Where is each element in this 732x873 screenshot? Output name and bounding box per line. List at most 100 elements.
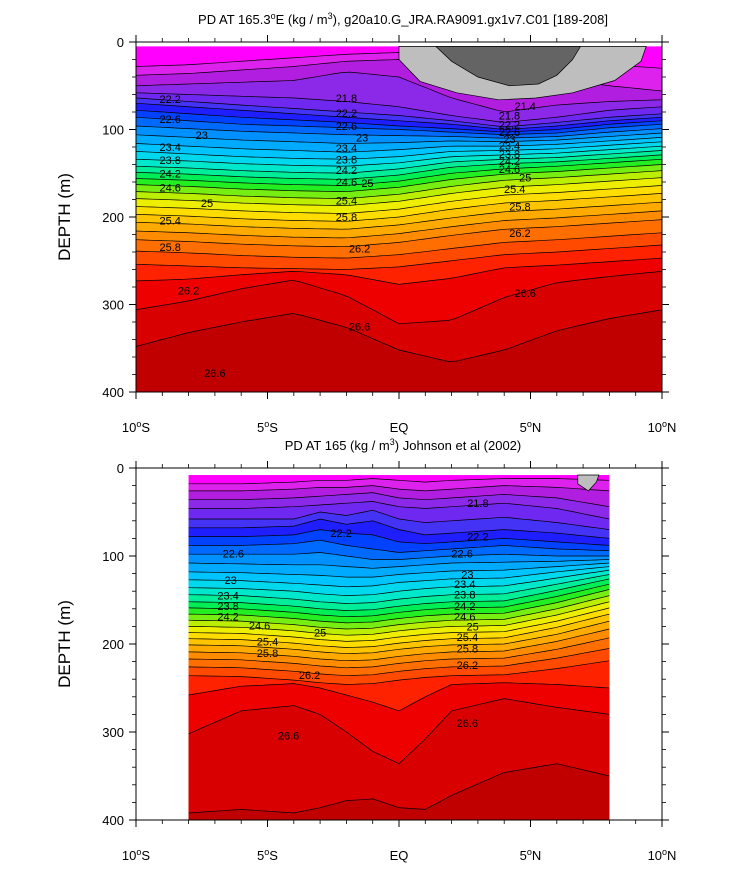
isopycnal-21.8 [136,92,662,123]
isopycnal-21.2 [188,478,610,485]
density-band-26.8 [188,763,610,820]
contour-label: 24.6 [499,164,520,176]
x-tick-label: 10oS [122,847,150,863]
isopycnal-23.8 [136,150,662,174]
isopycnal-23.6 [188,569,610,596]
isopycnal-23.2 [188,562,610,578]
panel-model: 22.222.62323.423.824.224.62525.425.826.2… [55,11,676,435]
isopycnal-25.8 [188,637,610,669]
contour-label: 21.8 [467,498,488,510]
isopycnal-22.6 [136,116,662,136]
isopycnal-26.8 [136,309,662,362]
isopycnal-23 [188,559,610,569]
contour-label: 23 [503,134,515,146]
x-tick-label: 5oS [257,847,278,863]
contour-label: 22.6 [336,121,357,133]
isopycnal-24 [136,154,662,180]
isopycnal-23.6 [136,145,662,167]
contour-label: 26.2 [349,244,370,256]
contour-label: 22.6 [159,114,180,126]
x-tick-label: 5oS [257,419,278,435]
contour-label: 24.2 [217,612,238,624]
isopycnal-22.8 [188,552,610,560]
contour-label: 24.6 [454,612,475,624]
x-tick-label: EQ [390,420,409,435]
isopycnal-21.8 [188,501,610,520]
chart-title: PD AT 165.3oE (kg / m3), g20a10.G_JRA.RA… [198,11,608,27]
contour-label: 21.8 [336,93,357,105]
contour-label: 26.2 [509,228,530,240]
isopycnal-24.2 [188,583,610,618]
contour-label: 25 [467,621,479,633]
y-tick-label: 300 [102,298,124,313]
contour-label: 26.2 [299,670,320,682]
contour-label: 23.8 [336,154,357,166]
x-tick-label: 5oN [520,419,542,435]
isopycnal-26.4 [188,682,610,712]
x-tick-label: 5oN [520,847,542,863]
y-tick-label: 0 [117,461,124,476]
y-tick-label: 200 [102,637,124,652]
contour-label: 26.6 [457,718,478,730]
y-axis-label: DEPTH (m) [55,173,74,261]
isopycnal-25.6 [188,628,610,662]
contour-label: 25.4 [504,184,525,196]
y-tick-label: 0 [117,35,124,50]
isopycnal-25.4 [136,201,662,230]
contour-label: 22.2 [467,532,488,544]
contour-label: 24.6 [336,177,357,189]
isopycnal-25 [188,607,610,642]
isopycnal-24.4 [188,589,610,624]
contour-label: 25.8 [509,202,530,214]
isopycnal-22.4 [136,109,662,133]
isopycnal-22.2 [136,102,662,130]
isopycnal-26.8 [188,763,610,814]
contour-label: 23.4 [159,142,180,154]
y-axis-label: DEPTH (m) [55,600,74,688]
contour-label: 26.6 [278,731,299,743]
contour-label: 22.6 [451,548,472,560]
contour-label: 23.4 [499,140,520,152]
contour-label: 23.8 [499,149,520,161]
contour-label: 23.4 [217,591,238,603]
density-field: 21.822.2 22.222.6 22.623 2323.423.423.823.8… [188,474,610,820]
contour-label: 23.8 [159,155,180,167]
contour-label: 23 [196,130,208,142]
contour-label: 23 [225,575,237,587]
y-tick-label: 100 [102,549,124,564]
contour-label: 23 [461,569,473,581]
contour-label: 24.6 [249,621,270,633]
contour-label: 25 [519,173,531,185]
contour-label: 23.8 [454,590,475,602]
contour-label: 23.4 [454,579,475,591]
contour-label: 26.6 [349,321,370,333]
isopycnal-26.2 [188,660,610,685]
contour-label: 25 [201,198,213,210]
contour-label: 25.8 [336,212,357,224]
panel-johnson: 21.822.2 22.222.6 22.623 2323.423.423.823.8… [55,437,676,863]
isopycnal-24.6 [136,170,662,199]
isopycnal-25.4 [188,620,610,655]
isopycnal-25.2 [188,613,610,648]
contour-label: 26.6 [204,368,225,380]
y-tick-label: 200 [102,210,124,225]
contour-label: 24.2 [336,165,357,177]
chart-title: PD AT 165 (kg / m3) Johnson et al (2002) [285,437,522,453]
isopycnal-23.4 [188,566,610,588]
isopycnal-21.4 [188,485,610,492]
contour-label: 25.4 [257,636,278,648]
y-tick-label: 300 [102,725,124,740]
contour-label: 25 [361,178,373,190]
isopycnal-22.2 [188,518,610,539]
x-tick-label: 10oN [648,419,677,435]
contour-label: 22.6 [499,127,520,139]
y-tick-label: 400 [102,385,124,400]
contour-label: 21.8 [499,111,520,123]
isopycnal-26 [188,648,610,677]
contour-label: 21.4 [515,101,536,113]
isopycnal-23.4 [136,141,662,160]
contour-label: 24.6 [159,182,180,194]
isopycnal-21.6 [136,71,662,113]
contour-label: 23.4 [336,143,357,155]
